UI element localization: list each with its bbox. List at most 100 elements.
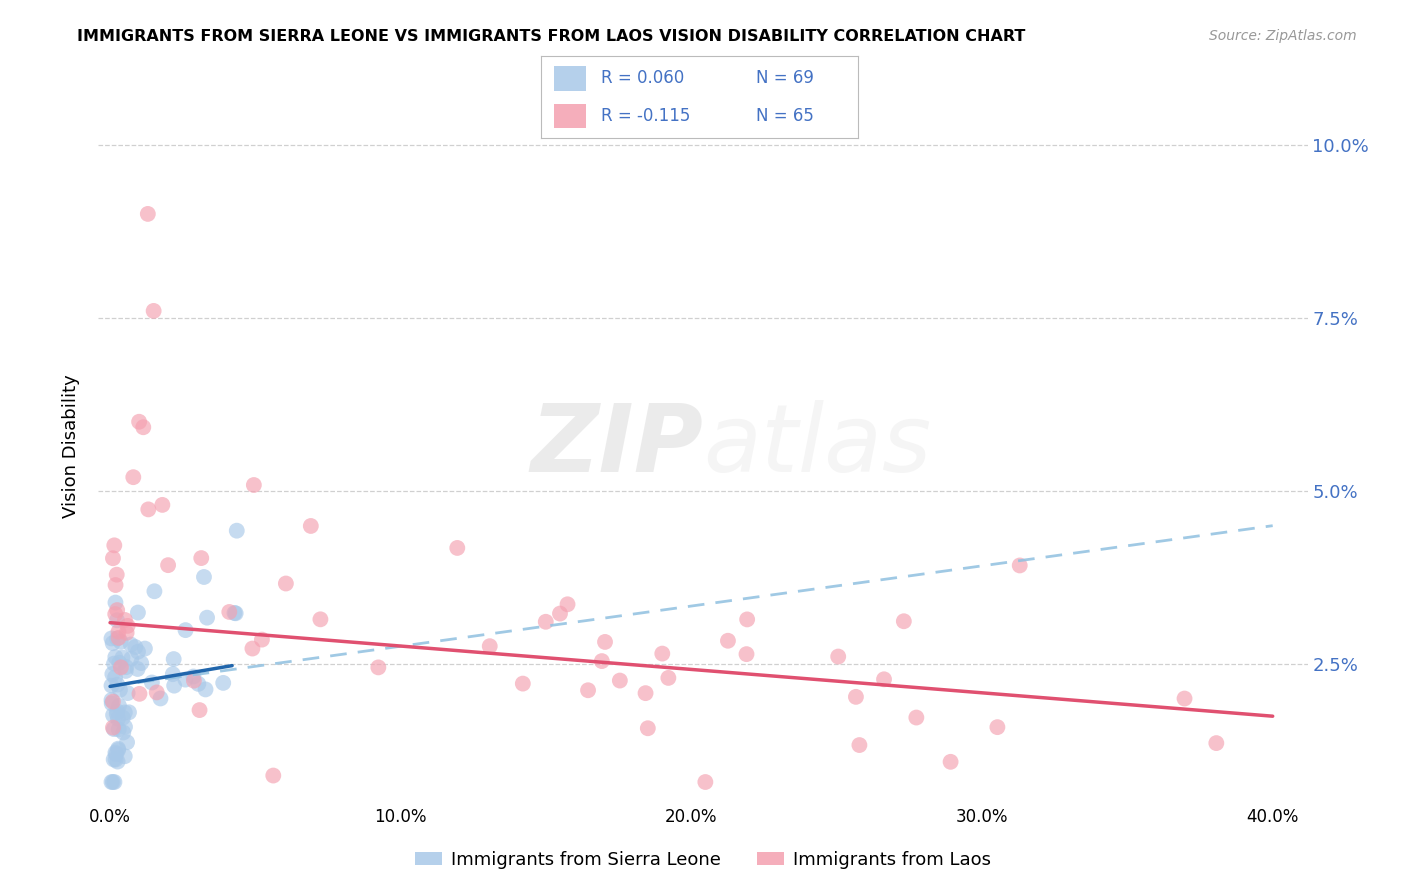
Point (893, 614, 915, 628)
Point (100, 632, 122, 646)
Point (105, 632, 128, 646)
Point (114, 720, 136, 734)
Point (478, 639, 501, 653)
Point (136, 207, 159, 221)
Point (103, 722, 125, 736)
Point (101, 721, 124, 735)
Point (637, 721, 659, 735)
Point (986, 720, 1008, 734)
Y-axis label: Vision Disability: Vision Disability (62, 374, 80, 518)
Point (107, 743, 129, 757)
Point (188, 703, 211, 717)
Point (101, 636, 124, 650)
Point (717, 633, 740, 648)
Point (104, 596, 127, 610)
Point (735, 612, 758, 626)
Point (115, 625, 138, 640)
Point (114, 613, 136, 627)
Point (107, 631, 129, 645)
Point (593, 635, 616, 649)
Point (128, 687, 150, 701)
Point (274, 576, 297, 591)
Point (299, 519, 322, 533)
Point (111, 650, 134, 665)
Point (145, 685, 167, 699)
Point (243, 478, 266, 492)
Point (120, 638, 142, 652)
Point (100, 679, 122, 693)
Point (939, 755, 962, 769)
Point (174, 623, 197, 637)
Point (150, 498, 173, 512)
Point (114, 749, 136, 764)
Point (534, 615, 557, 629)
Point (212, 676, 235, 690)
Point (576, 683, 599, 698)
Point (827, 649, 849, 664)
Point (845, 690, 868, 704)
Point (110, 635, 132, 649)
Point (101, 667, 124, 681)
Point (103, 752, 125, 766)
Point (108, 698, 131, 713)
Point (309, 612, 332, 626)
Point (512, 676, 534, 690)
Point (112, 725, 135, 739)
Point (118, 706, 141, 720)
Point (591, 654, 613, 668)
Point (105, 603, 128, 617)
Point (104, 607, 127, 621)
Point (190, 551, 212, 566)
Text: R = -0.115: R = -0.115 (602, 107, 690, 125)
Point (117, 686, 139, 700)
Point (183, 673, 205, 688)
Point (101, 551, 124, 566)
Point (107, 755, 129, 769)
Point (157, 558, 180, 573)
Point (114, 664, 136, 678)
Point (104, 753, 127, 767)
Point (100, 697, 122, 711)
Point (134, 641, 156, 656)
Text: N = 69: N = 69 (756, 70, 814, 87)
Legend: Immigrants from Sierra Leone, Immigrants from Laos: Immigrants from Sierra Leone, Immigrants… (408, 844, 998, 876)
Point (101, 775, 124, 789)
Point (224, 606, 246, 620)
Point (108, 682, 131, 697)
Point (225, 524, 247, 538)
Point (105, 677, 128, 691)
Point (195, 610, 218, 624)
Point (194, 682, 217, 697)
Text: N = 65: N = 65 (756, 107, 814, 125)
Point (242, 641, 264, 656)
Point (101, 708, 124, 723)
Point (695, 775, 717, 789)
Point (103, 657, 125, 671)
Point (183, 669, 205, 683)
Point (128, 415, 150, 429)
Point (174, 673, 197, 687)
Point (100, 693, 122, 707)
Point (1205, 736, 1227, 750)
Point (103, 775, 125, 789)
Point (657, 671, 679, 685)
Point (735, 647, 758, 661)
Point (107, 741, 129, 756)
Point (136, 502, 159, 516)
Point (446, 541, 468, 555)
Point (1173, 691, 1195, 706)
Point (651, 647, 673, 661)
Text: atlas: atlas (703, 401, 931, 491)
Point (905, 710, 928, 724)
Point (122, 470, 145, 484)
Point (100, 775, 122, 789)
Text: ZIP: ZIP (530, 400, 703, 492)
Point (163, 652, 186, 666)
Point (548, 607, 571, 621)
Text: R = 0.060: R = 0.060 (602, 70, 685, 87)
Point (634, 686, 657, 700)
FancyBboxPatch shape (554, 103, 586, 128)
Point (124, 640, 146, 654)
Point (104, 746, 127, 760)
Point (105, 613, 128, 627)
